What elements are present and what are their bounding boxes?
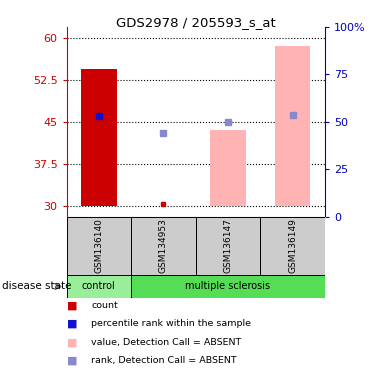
Bar [210, 130, 246, 206]
Text: control: control [82, 281, 116, 291]
Text: GSM136147: GSM136147 [223, 218, 233, 273]
Bar [275, 46, 310, 206]
Text: GSM134953: GSM134953 [159, 218, 168, 273]
Text: ■: ■ [66, 356, 77, 366]
Text: multiple sclerosis: multiple sclerosis [185, 281, 271, 291]
Bar [131, 217, 196, 275]
Text: percentile rank within the sample: percentile rank within the sample [91, 319, 251, 328]
Text: disease state: disease state [2, 281, 71, 291]
Bar [66, 217, 131, 275]
Text: GSM136149: GSM136149 [288, 218, 297, 273]
Text: GSM136140: GSM136140 [94, 218, 103, 273]
Bar [81, 69, 117, 206]
Text: ■: ■ [66, 300, 77, 310]
Bar [131, 275, 325, 298]
Bar [66, 275, 131, 298]
Text: rank, Detection Call = ABSENT: rank, Detection Call = ABSENT [91, 356, 237, 365]
Bar [196, 217, 260, 275]
Text: GDS2978 / 205593_s_at: GDS2978 / 205593_s_at [116, 16, 276, 29]
Text: value, Detection Call = ABSENT: value, Detection Call = ABSENT [91, 338, 241, 347]
Text: ■: ■ [66, 319, 77, 329]
Bar [260, 217, 325, 275]
Text: count: count [91, 301, 118, 310]
Text: ■: ■ [66, 337, 77, 347]
